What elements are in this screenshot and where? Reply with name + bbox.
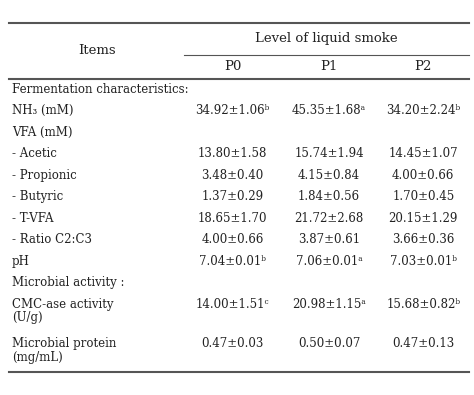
Text: P0: P0 (224, 60, 241, 73)
Text: Microbial protein: Microbial protein (12, 337, 116, 350)
Text: 15.68±0.82ᵇ: 15.68±0.82ᵇ (386, 298, 460, 311)
Text: 18.65±1.70: 18.65±1.70 (198, 212, 267, 225)
Text: 34.20±2.24ᵇ: 34.20±2.24ᵇ (386, 104, 460, 117)
Text: 14.45±1.07: 14.45±1.07 (389, 147, 458, 160)
Text: 4.15±0.84: 4.15±0.84 (298, 169, 360, 182)
Text: (mg/mL): (mg/mL) (12, 350, 63, 363)
Text: 45.35±1.68ᵃ: 45.35±1.68ᵃ (292, 104, 366, 117)
Text: - Propionic: - Propionic (12, 169, 76, 182)
Text: 3.87±0.61: 3.87±0.61 (298, 233, 360, 246)
Text: (U/g): (U/g) (12, 311, 42, 324)
Text: 4.00±0.66: 4.00±0.66 (392, 169, 455, 182)
Text: 1.84±0.56: 1.84±0.56 (298, 190, 360, 203)
Text: - Ratio C2:C3: - Ratio C2:C3 (12, 233, 92, 246)
Text: Fermentation characteristics:: Fermentation characteristics: (12, 83, 188, 96)
Text: 0.47±0.13: 0.47±0.13 (392, 337, 455, 350)
Text: CMC-ase activity: CMC-ase activity (12, 298, 113, 311)
Text: 7.06±0.01ᵃ: 7.06±0.01ᵃ (296, 255, 363, 268)
Text: - Butyric: - Butyric (12, 190, 63, 203)
Text: 1.37±0.29: 1.37±0.29 (201, 190, 264, 203)
Text: 13.80±1.58: 13.80±1.58 (198, 147, 267, 160)
Text: P1: P1 (320, 60, 337, 73)
Text: 21.72±2.68: 21.72±2.68 (294, 212, 364, 225)
Text: 1.70±0.45: 1.70±0.45 (392, 190, 455, 203)
Text: 34.92±1.06ᵇ: 34.92±1.06ᵇ (195, 104, 270, 117)
Text: pH: pH (12, 255, 30, 268)
Text: VFA (mM): VFA (mM) (12, 126, 72, 139)
Text: Level of liquid smoke: Level of liquid smoke (255, 32, 398, 45)
Text: Microbial activity :: Microbial activity : (12, 276, 124, 289)
Text: 20.15±1.29: 20.15±1.29 (389, 212, 458, 225)
Text: 15.74±1.94: 15.74±1.94 (294, 147, 364, 160)
Text: Items: Items (78, 44, 116, 57)
Text: 14.00±1.51ᶜ: 14.00±1.51ᶜ (196, 298, 269, 311)
Text: NH₃ (mM): NH₃ (mM) (12, 104, 73, 117)
Text: 20.98±1.15ᵃ: 20.98±1.15ᵃ (292, 298, 366, 311)
Text: - T-VFA: - T-VFA (12, 212, 53, 225)
Text: 7.03±0.01ᵇ: 7.03±0.01ᵇ (390, 255, 457, 268)
Text: 3.66±0.36: 3.66±0.36 (392, 233, 455, 246)
Text: 7.04±0.01ᵇ: 7.04±0.01ᵇ (199, 255, 266, 268)
Text: - Acetic: - Acetic (12, 147, 57, 160)
Text: 0.47±0.03: 0.47±0.03 (201, 337, 264, 350)
Text: 3.48±0.40: 3.48±0.40 (201, 169, 264, 182)
Text: 4.00±0.66: 4.00±0.66 (201, 233, 264, 246)
Text: P2: P2 (415, 60, 432, 73)
Text: 0.50±0.07: 0.50±0.07 (298, 337, 360, 350)
